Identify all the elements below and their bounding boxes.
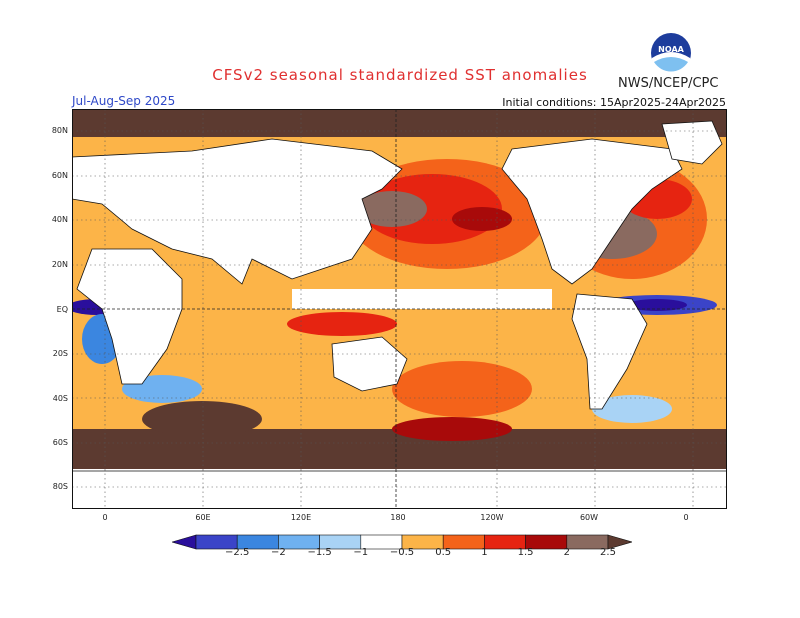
colorbar-label: 0.5 xyxy=(435,547,452,558)
colorbar-label: −2.5 xyxy=(225,547,250,558)
lon-tick-label: 180 xyxy=(390,513,406,522)
arctic-field xyxy=(72,109,727,137)
lat-tick-label: 40S xyxy=(52,394,68,403)
southern-ocean-field xyxy=(72,429,727,469)
map-title: CFSv2 seasonal standardized SST anomalie… xyxy=(212,66,588,84)
equator-dateline xyxy=(72,109,727,509)
agency-label: NWS/NCEP/CPC xyxy=(618,76,719,91)
noaa-logo: NOAA xyxy=(651,33,691,74)
continents xyxy=(72,120,727,509)
colorbar-label: −1.5 xyxy=(307,547,332,558)
initial-conditions-label: Initial conditions: 15Apr2025-24Apr2025 xyxy=(502,96,726,109)
lon-tick-label: 60W xyxy=(579,513,599,522)
lat-tick-label: 20S xyxy=(52,349,68,358)
lat-tick-label: 20N xyxy=(51,260,68,269)
lon-tick-label: 120E xyxy=(290,513,312,522)
lat-tick-label: 80N xyxy=(51,126,68,135)
colorbar-label: −0.5 xyxy=(389,547,415,558)
lon-tick-label: 60E xyxy=(195,513,211,522)
colorbar-max-arrow xyxy=(607,534,632,550)
colorbar-label: 2 xyxy=(563,547,570,558)
equatorial-neutral xyxy=(292,289,552,309)
colorbar-min-arrow xyxy=(172,534,197,550)
lat-tick-label: 80S xyxy=(52,482,68,491)
colorbar-label: 1.5 xyxy=(517,547,534,558)
season-label: Jul-Aug-Sep 2025 xyxy=(72,94,176,108)
lat-tick-label: EQ xyxy=(56,305,68,314)
lon-tick-label: 0 xyxy=(102,513,108,522)
logo-text: NOAA xyxy=(658,45,684,54)
lon-tick-label: 0 xyxy=(683,513,689,522)
lat-tick-label: 60S xyxy=(52,438,68,447)
graticule xyxy=(72,109,727,509)
colorbar-label: 1 xyxy=(481,547,488,558)
lat-tick-label: 40N xyxy=(51,215,68,224)
colorbar xyxy=(172,534,632,550)
colorbar-label: −2 xyxy=(271,547,286,558)
colorbar-label: −1 xyxy=(353,547,369,558)
sst-anomaly-map xyxy=(72,109,727,509)
lon-tick-label: 120W xyxy=(480,513,504,522)
lat-tick-label: 60N xyxy=(51,171,68,180)
colorbar-label: 2.5 xyxy=(600,547,616,558)
